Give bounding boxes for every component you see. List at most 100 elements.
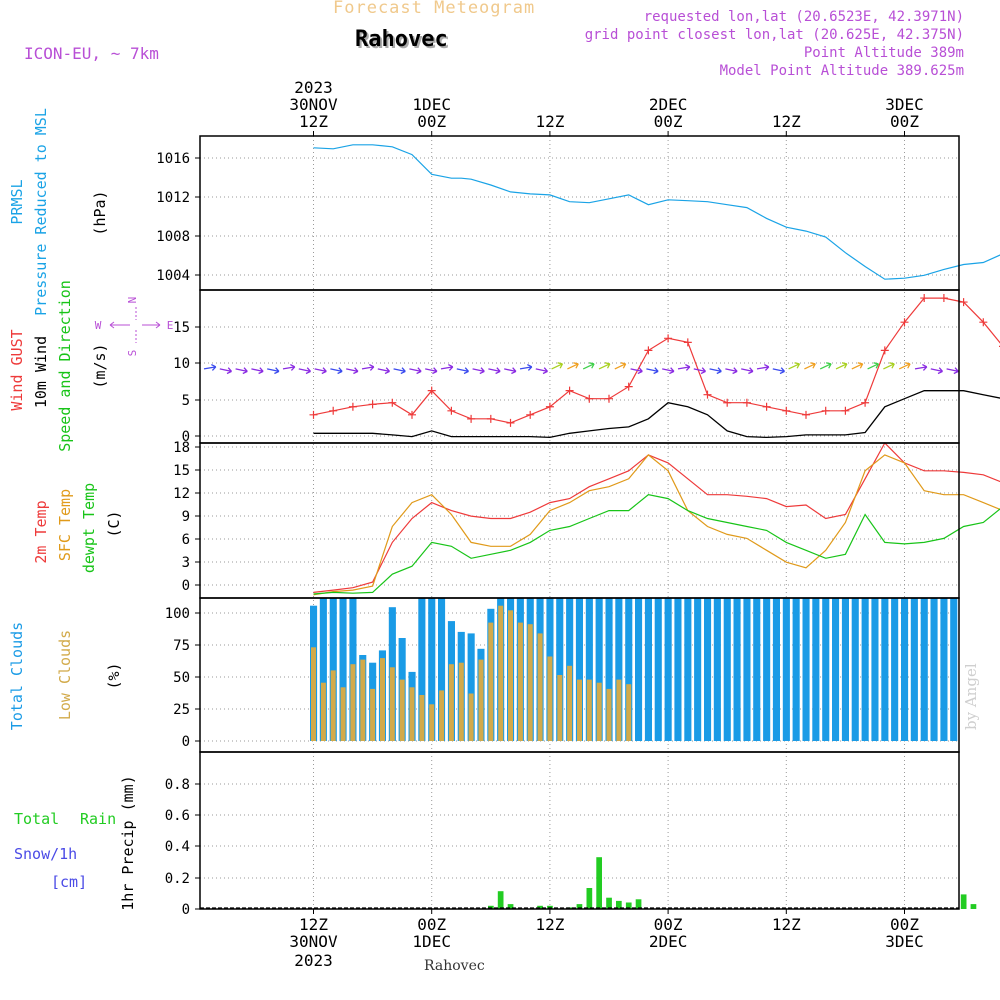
- wind-speed-line: [313, 390, 1000, 439]
- wind-direction-arrow: [456, 367, 470, 375]
- wind-direction-arrow: [867, 362, 880, 370]
- total-cloud-label: Total Clouds: [8, 622, 26, 730]
- y-tick-label: 0.6: [165, 808, 190, 824]
- wind-direction-arrow: [535, 367, 549, 375]
- gust-marker: [939, 294, 948, 303]
- rain-total-label: Total: [14, 810, 59, 828]
- compass-west: W: [95, 319, 102, 332]
- wind-direction-arrow: [851, 362, 864, 370]
- total-cloud-bar: [664, 598, 672, 741]
- gust-marker: [526, 410, 535, 419]
- wind-direction-arrow: [203, 363, 217, 371]
- gust-marker: [723, 398, 732, 407]
- rain-bar: [497, 891, 504, 909]
- total-cloud-bar: [743, 598, 751, 741]
- gust-marker: [703, 390, 712, 399]
- gust-marker: [664, 334, 673, 343]
- rain-bar: [970, 904, 977, 909]
- gust-marker: [348, 402, 357, 411]
- total-cloud-bar: [802, 598, 810, 741]
- gust-marker: [408, 410, 416, 419]
- pressure-unit: (hPa): [91, 190, 109, 235]
- low-cloud-bar: [429, 704, 435, 741]
- low-cloud-bar: [458, 662, 464, 741]
- wind-direction-arrow: [930, 367, 944, 375]
- wind-direction-arrow: [377, 367, 391, 375]
- data-layer: [200, 144, 1000, 909]
- top-date-label: 2DEC: [649, 95, 688, 114]
- low-cloud-bar: [606, 688, 612, 741]
- low-cloud-bar: [488, 622, 494, 741]
- y-tick-label: 15: [173, 463, 190, 479]
- total-cloud-bar: [575, 598, 583, 741]
- wind-direction-arrow: [630, 367, 643, 375]
- gust-marker: [762, 402, 771, 411]
- y-tick-label: 0: [182, 902, 190, 918]
- rain-bar: [576, 904, 583, 909]
- total-cloud-bar: [851, 598, 859, 741]
- y-tick-label: 0: [182, 734, 190, 750]
- low-cloud-bar: [577, 679, 582, 741]
- total-cloud-bar: [901, 598, 909, 741]
- gust-marker: [565, 386, 574, 395]
- bottom-hour-label: 12Z: [535, 915, 564, 934]
- bottom-hour-label: 00Z: [890, 915, 919, 934]
- y-tick-label: 0: [182, 578, 190, 594]
- bottom-date-label: 30NOV: [289, 932, 338, 951]
- total-cloud-bar: [615, 598, 623, 741]
- top-date-label: 3DEC: [885, 95, 924, 114]
- y-tick-label: 1008: [156, 229, 190, 245]
- y-tick-label: 5: [182, 393, 190, 409]
- bottom-date-label: 2DEC: [649, 932, 688, 951]
- gust-marker: [880, 346, 889, 355]
- wind-direction-arrow: [519, 363, 533, 371]
- low-cloud-bar: [468, 693, 474, 741]
- low-cloud-bar: [508, 610, 513, 741]
- y-tick-label: 6: [182, 532, 190, 548]
- gust-marker: [447, 406, 456, 415]
- pressure-sublabel: Pressure Reduced to MSL: [32, 108, 50, 316]
- rain-bar: [596, 857, 602, 909]
- compass-south: S: [126, 350, 139, 357]
- bottom-hour-label: 12Z: [772, 915, 801, 934]
- compass-horizontal-arrows: [109, 321, 161, 329]
- top-hour-label: 00Z: [890, 112, 919, 131]
- total-cloud-bar: [772, 598, 780, 741]
- wind-direction-arrow: [804, 362, 816, 370]
- y-tick-label: 50: [173, 670, 190, 686]
- gust-marker: [644, 346, 653, 355]
- wind-direction-arrow: [646, 367, 659, 375]
- gust-marker: [959, 298, 968, 307]
- y-tick-label: 0.2: [165, 871, 190, 887]
- gust-marker: [900, 318, 909, 327]
- top-hour-label: 00Z: [654, 112, 683, 131]
- low-cloud-bar: [409, 687, 415, 741]
- dewpoint-label: dewpt Temp: [80, 483, 98, 573]
- temp-2m-label: 2m Temp: [32, 500, 50, 563]
- top-hour-label: 12Z: [772, 112, 801, 131]
- total-cloud-bar: [881, 598, 889, 741]
- total-cloud-bar: [694, 598, 702, 741]
- precip-unit: 1hr Precip (mm): [119, 775, 137, 910]
- wind-direction-arrow: [819, 362, 832, 370]
- y-tick-label: 0.8: [165, 777, 190, 793]
- wind-direction-arrow: [741, 367, 754, 375]
- total-cloud-bar: [585, 598, 593, 741]
- wind-label: 10m Wind: [32, 336, 50, 408]
- total-cloud-bar: [871, 598, 879, 741]
- bottom-date-label: 1DEC: [412, 932, 451, 951]
- wind-direction-arrow: [425, 367, 438, 375]
- pressure-label: PRMSL: [8, 179, 26, 224]
- total-cloud-bar: [654, 598, 662, 741]
- model-label: ICON-EU, ~ 7km: [24, 44, 159, 63]
- total-cloud-bar: [782, 598, 790, 741]
- total-cloud-bar: [644, 598, 652, 741]
- wind-direction-arrow: [361, 363, 375, 371]
- rain-bar: [586, 888, 593, 909]
- wind-direction-arrow: [693, 367, 707, 375]
- total-cloud-bar: [704, 598, 712, 741]
- compass-east: E: [167, 319, 174, 332]
- gust-marker: [605, 394, 613, 403]
- total-cloud-bar: [556, 598, 564, 741]
- wind-direction-arrow: [346, 367, 359, 375]
